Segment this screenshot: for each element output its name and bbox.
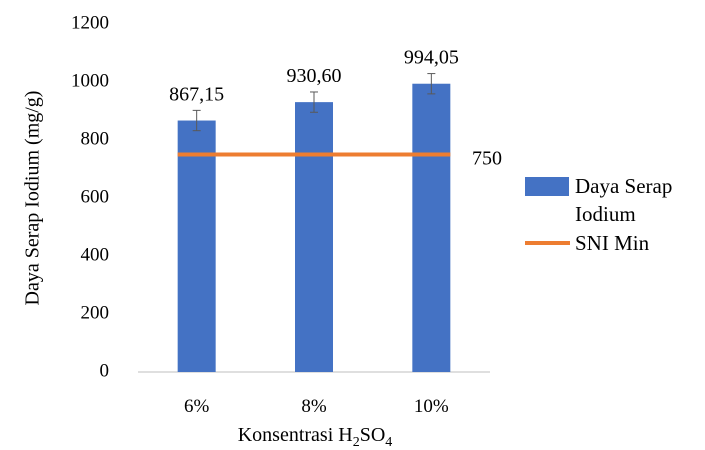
y-tick-label: 1200 bbox=[71, 12, 109, 33]
x-tick-label: 10% bbox=[414, 396, 449, 417]
legend: Daya Serap Iodium SNI Min bbox=[525, 174, 672, 255]
legend-label-bar-line1: Daya Serap bbox=[575, 174, 672, 198]
x-axis-ticks: 6% 8% 10% bbox=[184, 396, 449, 417]
legend-swatch-bar bbox=[525, 177, 569, 196]
sni-line-group: 750 bbox=[177, 148, 502, 170]
x-tick-label: 6% bbox=[184, 396, 210, 417]
bars: 867,15 930,60 994,05 bbox=[169, 47, 459, 373]
y-tick-label: 0 bbox=[100, 360, 110, 381]
bar bbox=[412, 83, 451, 373]
y-tick-label: 400 bbox=[81, 244, 110, 265]
legend-label-bar-line2: Iodium bbox=[575, 202, 636, 226]
y-axis-title: Daya Serap Iodium (mg/g) bbox=[22, 91, 44, 306]
data-label: 994,05 bbox=[404, 47, 459, 69]
x-tick-label: 8% bbox=[301, 396, 327, 417]
x-axis-title: Konsentrasi H2SO4 bbox=[238, 424, 393, 450]
y-tick-label: 200 bbox=[81, 302, 110, 323]
sni-min-label: 750 bbox=[472, 148, 502, 170]
x-axis-title-mid: SO bbox=[360, 424, 386, 446]
bar bbox=[177, 120, 216, 373]
y-axis-ticks: 0 200 400 600 800 1000 1200 bbox=[71, 12, 109, 381]
bar bbox=[295, 102, 333, 372]
data-label: 867,15 bbox=[169, 83, 224, 105]
x-axis-title-base: Konsentrasi H bbox=[238, 424, 353, 446]
y-tick-label: 1000 bbox=[71, 70, 109, 91]
x-axis-title-sub1: 2 bbox=[353, 435, 360, 450]
data-label: 930,60 bbox=[287, 65, 342, 87]
x-axis-title-sub2: 4 bbox=[385, 435, 392, 450]
legend-label-line: SNI Min bbox=[575, 231, 650, 255]
y-tick-label: 800 bbox=[81, 128, 110, 149]
y-tick-label: 600 bbox=[81, 186, 110, 207]
